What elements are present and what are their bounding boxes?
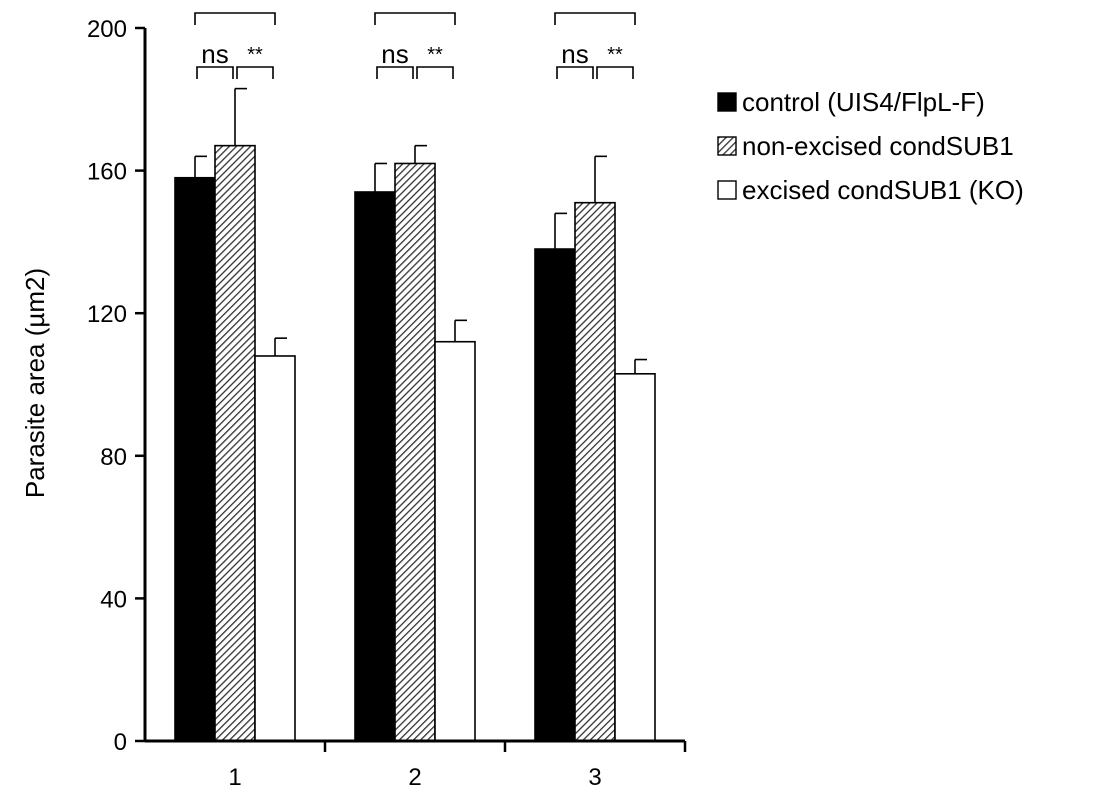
significance-label-cat1-1: ns	[201, 39, 228, 69]
bar-series1-cat3	[534, 248, 576, 742]
significance-label-cat1-0: **	[227, 0, 243, 12]
legend-swatch-series3	[717, 180, 737, 200]
legend-swatch-series2	[717, 136, 737, 156]
bar-series2-cat1	[214, 144, 256, 742]
significance-bracket-cat1-2	[236, 66, 274, 79]
significance-bracket-cat1-1	[196, 66, 234, 79]
y-tick-label-120: 120	[87, 301, 127, 328]
significance-bracket-cat2-2	[416, 66, 454, 79]
significance-bracket-cat3-2	[596, 66, 634, 79]
x-tick-label-3: 3	[588, 764, 601, 791]
significance-label-cat1-2: **	[247, 44, 263, 66]
y-tick-label-40: 40	[100, 586, 127, 613]
bar-series3-cat3	[614, 373, 656, 742]
significance-label-cat3-2: **	[607, 44, 623, 66]
significance-label-cat3-1: ns	[561, 39, 588, 69]
bar-series3-cat1	[254, 355, 296, 742]
significance-bracket-cat1-0	[194, 12, 276, 25]
bar-series2-cat3	[574, 201, 616, 742]
significance-bracket-cat3-0	[554, 12, 636, 25]
y-tick-label-200: 200	[87, 16, 127, 43]
significance-bracket-cat3-1	[556, 66, 594, 79]
significance-bracket-cat2-1	[376, 66, 414, 79]
x-tick-label-2: 2	[408, 764, 421, 791]
significance-label-cat2-0: **	[407, 0, 423, 12]
y-axis-title: Parasite area (µm2)	[20, 268, 50, 498]
bar-series1-cat1	[174, 176, 216, 742]
legend-swatch-series1	[717, 92, 737, 112]
y-tick-label-80: 80	[100, 444, 127, 471]
legend-label-series3: excised condSUB1 (KO)	[742, 175, 1024, 205]
y-tick-label-0: 0	[114, 729, 127, 756]
x-tick-label-1: 1	[228, 764, 241, 791]
significance-label-cat2-2: **	[427, 44, 443, 66]
significance-label-cat3-0: **	[587, 0, 603, 12]
bar-series3-cat2	[434, 340, 476, 742]
significance-bracket-cat2-0	[374, 12, 456, 25]
y-tick-label-160: 160	[87, 159, 127, 186]
bar-series2-cat2	[394, 162, 436, 742]
bar-series1-cat2	[354, 191, 396, 742]
significance-label-cat2-1: ns	[381, 39, 408, 69]
legend-label-series1: control (UIS4/FlpL-F)	[742, 87, 985, 117]
legend-label-series2: non-excised condSUB1	[742, 131, 1014, 161]
